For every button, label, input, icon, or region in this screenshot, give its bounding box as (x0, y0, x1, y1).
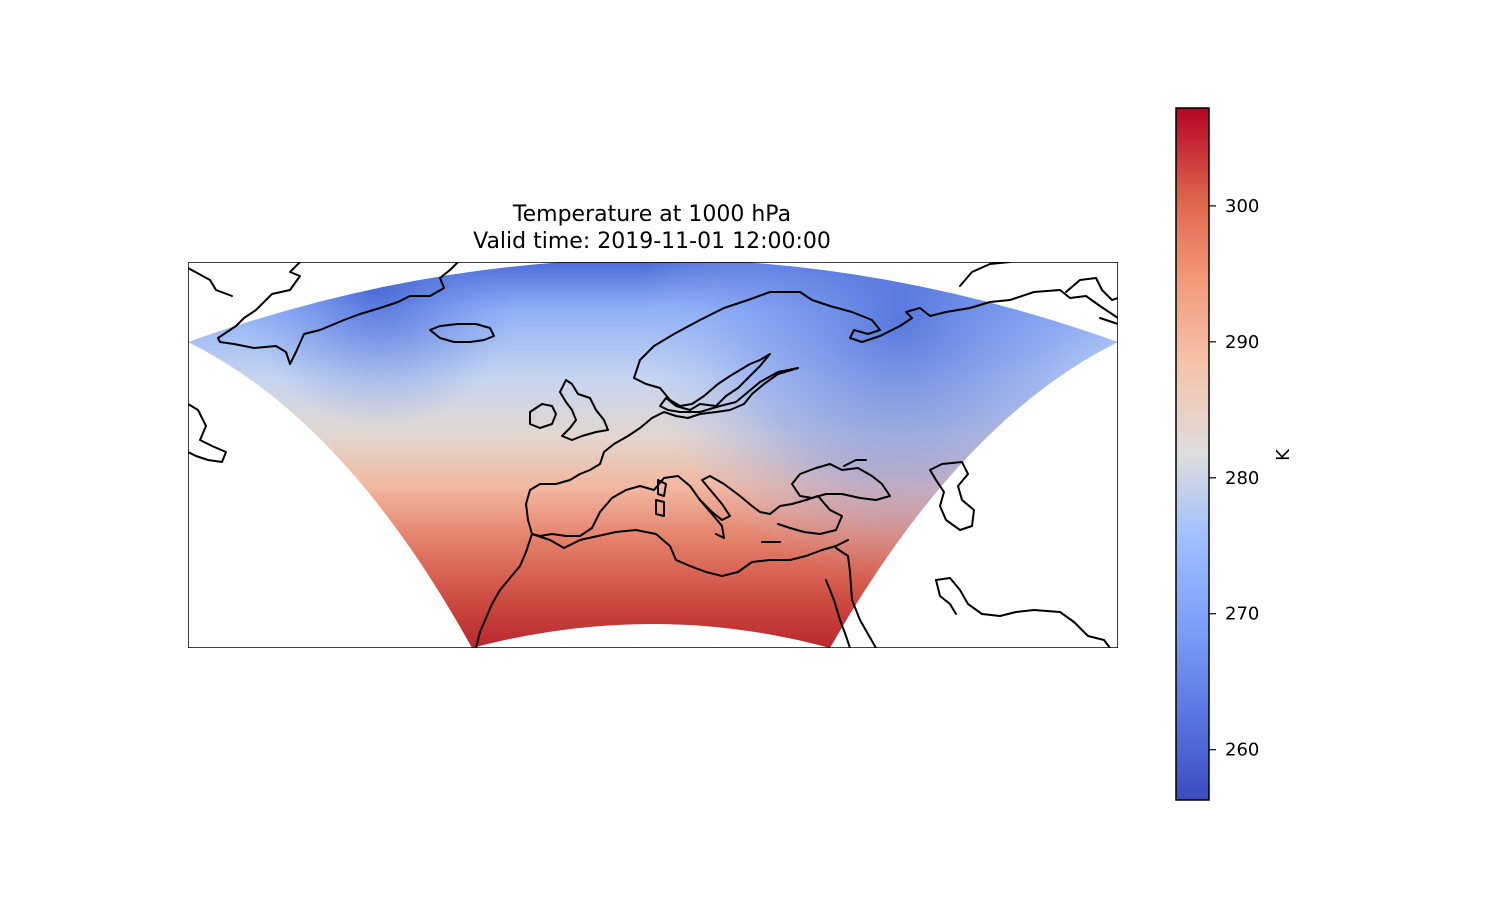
colorbar-tick-label: 300 (1225, 196, 1259, 217)
colorbar-ticks: 260 270 280 290 300 (1209, 196, 1259, 761)
greenland-coast (217, 262, 459, 365)
colorbar-tick-label: 290 (1225, 332, 1259, 353)
ireland-coast (529, 403, 557, 429)
colorbar-scale (1175, 107, 1210, 801)
europe-coast (525, 403, 819, 537)
map-subtitle: Valid time: 2019-11-01 12:00:00 (473, 229, 831, 254)
map-panel (188, 262, 1118, 648)
north-africa-coast (531, 529, 849, 577)
coastlines (188, 262, 1118, 648)
scandinavia-coast (633, 289, 1118, 379)
map-title: Temperature at 1000 hPa (512, 202, 791, 227)
britain-coast (559, 379, 609, 441)
colorbar: 260 270 280 290 300 K (1175, 107, 1294, 801)
colorbar-tick-label: 280 (1225, 468, 1259, 489)
caspian-coast (929, 461, 975, 531)
colorbar-tick-label: 270 (1225, 604, 1259, 625)
colorbar-label: K (1273, 448, 1294, 461)
iceland-coast (429, 323, 495, 343)
temperature-field (188, 262, 1118, 648)
middle-east-coast (935, 577, 1111, 648)
colorbar-tick-label: 260 (1225, 740, 1259, 761)
